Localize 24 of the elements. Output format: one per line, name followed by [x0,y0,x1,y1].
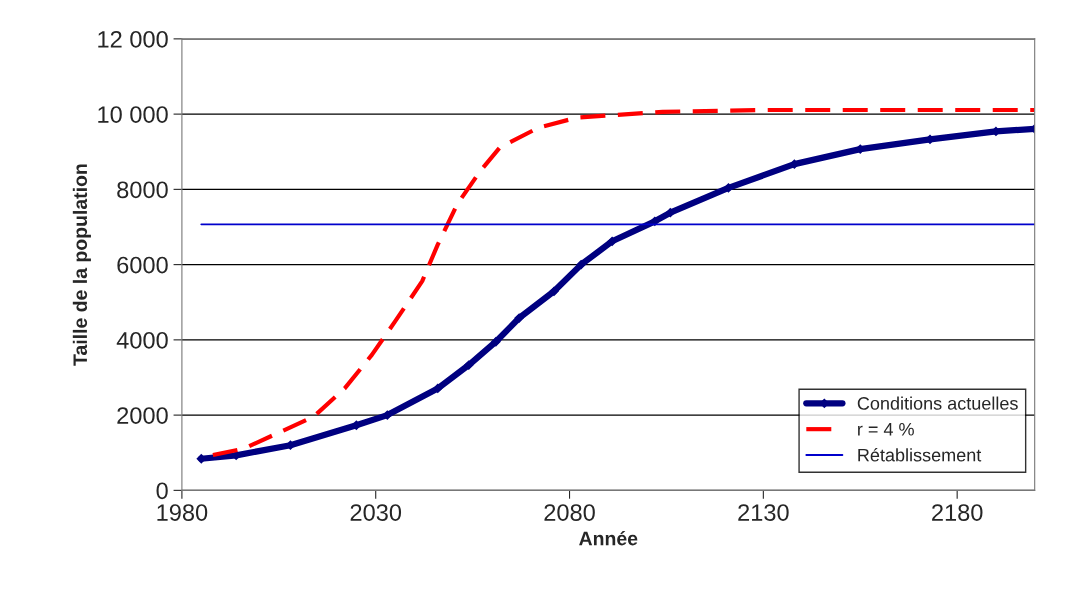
x-tick-label: 2180 [932,504,983,521]
x-tick-label: 2080 [544,504,595,521]
point [549,286,559,297]
point [382,410,393,421]
point [576,259,587,270]
x-tick-label: 2130 [738,504,789,521]
y-tick-label: 0 [156,482,168,500]
x-tick-label: 1980 [157,504,208,521]
y-tick-label: 12 000 [98,30,168,48]
x-axis-title: Année [579,530,638,546]
y-tick-label: 4000 [116,331,168,349]
point [432,383,443,394]
legend-label: Conditions actuelles [857,396,1018,410]
y-tick-label: 10 000 [98,106,168,123]
legend-label: r = 4 % [858,422,914,436]
legend-label: Rétablissement [858,448,982,462]
x-tick-label: 2030 [350,504,402,521]
point [490,336,501,347]
point [463,360,474,370]
y-axis-title: Taille de la population [72,164,91,366]
y-tick-label: 8000 [117,181,168,199]
y-tick-label: 6000 [117,256,168,274]
point [514,313,525,323]
y-tick-label: 2000 [117,407,168,424]
